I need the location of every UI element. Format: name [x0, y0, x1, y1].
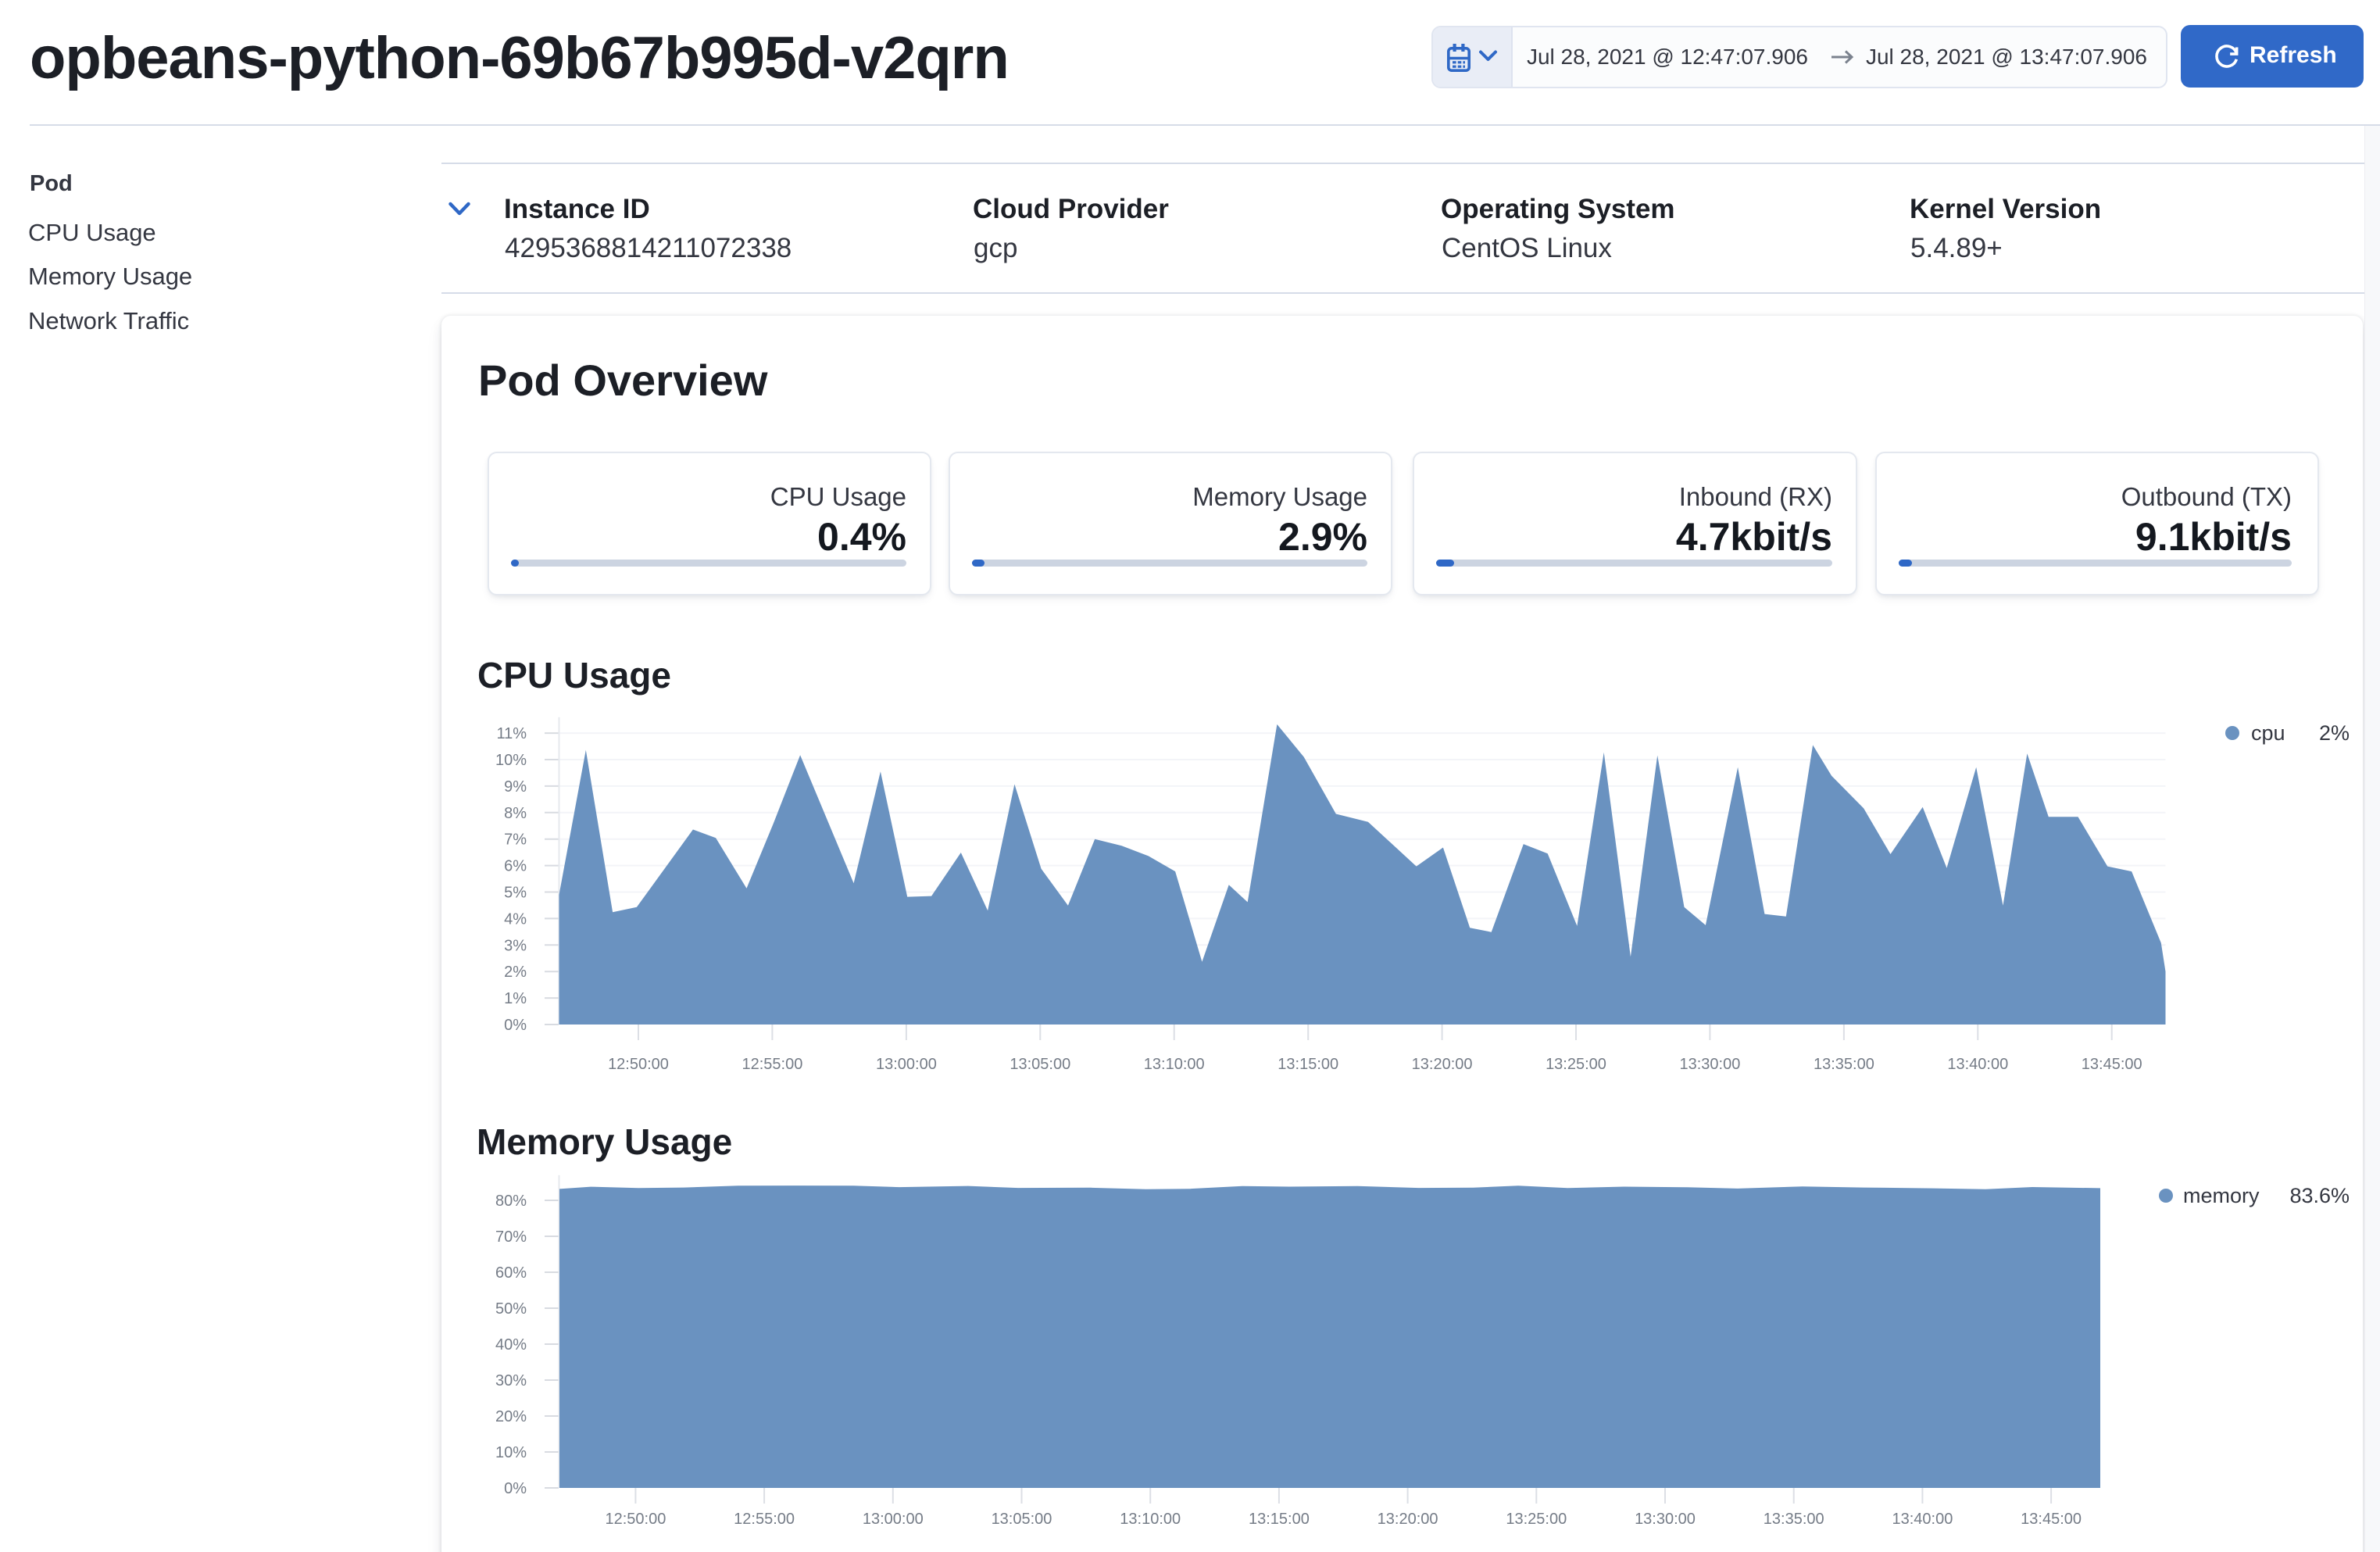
svg-text:50%: 50%	[495, 1300, 527, 1318]
svg-text:13:30:00: 13:30:00	[1679, 1056, 1740, 1073]
svg-text:13:05:00: 13:05:00	[992, 1511, 1052, 1528]
svg-text:13:10:00: 13:10:00	[1120, 1511, 1181, 1528]
svg-text:13:20:00: 13:20:00	[1378, 1511, 1438, 1528]
svg-text:13:05:00: 13:05:00	[1010, 1056, 1070, 1073]
svg-text:13:15:00: 13:15:00	[1249, 1511, 1310, 1528]
svg-text:13:40:00: 13:40:00	[1947, 1056, 2008, 1073]
svg-text:1%: 1%	[504, 990, 527, 1007]
svg-text:13:10:00: 13:10:00	[1144, 1056, 1205, 1073]
svg-text:10%: 10%	[495, 1444, 527, 1461]
svg-text:13:00:00: 13:00:00	[876, 1056, 937, 1073]
svg-text:13:35:00: 13:35:00	[1814, 1056, 1874, 1073]
svg-text:13:35:00: 13:35:00	[1764, 1511, 1824, 1528]
svg-text:13:25:00: 13:25:00	[1506, 1511, 1567, 1528]
svg-text:2%: 2%	[2319, 721, 2350, 745]
svg-text:0%: 0%	[504, 1480, 527, 1497]
svg-text:13:45:00: 13:45:00	[2082, 1056, 2142, 1073]
svg-text:5%: 5%	[504, 885, 527, 902]
svg-text:13:40:00: 13:40:00	[1892, 1511, 1953, 1528]
svg-text:20%: 20%	[495, 1408, 527, 1425]
svg-text:13:15:00: 13:15:00	[1278, 1056, 1338, 1073]
svg-text:2%: 2%	[504, 964, 527, 981]
svg-text:40%: 40%	[495, 1336, 527, 1354]
svg-text:6%: 6%	[504, 858, 527, 875]
svg-text:12:50:00: 12:50:00	[608, 1056, 669, 1073]
svg-text:8%: 8%	[504, 805, 527, 822]
svg-text:13:00:00: 13:00:00	[863, 1511, 924, 1528]
svg-text:80%: 80%	[495, 1193, 527, 1210]
svg-text:12:50:00: 12:50:00	[605, 1511, 666, 1528]
svg-text:4%: 4%	[504, 910, 527, 928]
svg-text:9%: 9%	[504, 778, 527, 796]
svg-text:12:55:00: 12:55:00	[734, 1511, 795, 1528]
svg-text:12:55:00: 12:55:00	[742, 1056, 802, 1073]
svg-text:30%: 30%	[495, 1372, 527, 1389]
svg-text:70%: 70%	[495, 1228, 527, 1246]
svg-text:10%: 10%	[495, 752, 527, 769]
svg-text:13:30:00: 13:30:00	[1635, 1511, 1696, 1528]
svg-text:cpu: cpu	[2251, 721, 2285, 745]
svg-text:13:20:00: 13:20:00	[1412, 1056, 1473, 1073]
svg-text:83.6%: 83.6%	[2289, 1184, 2350, 1207]
svg-text:3%: 3%	[504, 937, 527, 954]
svg-text:11%: 11%	[496, 725, 527, 742]
svg-text:13:45:00: 13:45:00	[2021, 1511, 2082, 1528]
svg-text:0%: 0%	[504, 1017, 527, 1034]
svg-text:13:25:00: 13:25:00	[1546, 1056, 1606, 1073]
svg-text:memory: memory	[2183, 1184, 2260, 1207]
svg-text:7%: 7%	[504, 831, 527, 849]
svg-text:60%: 60%	[495, 1264, 527, 1282]
